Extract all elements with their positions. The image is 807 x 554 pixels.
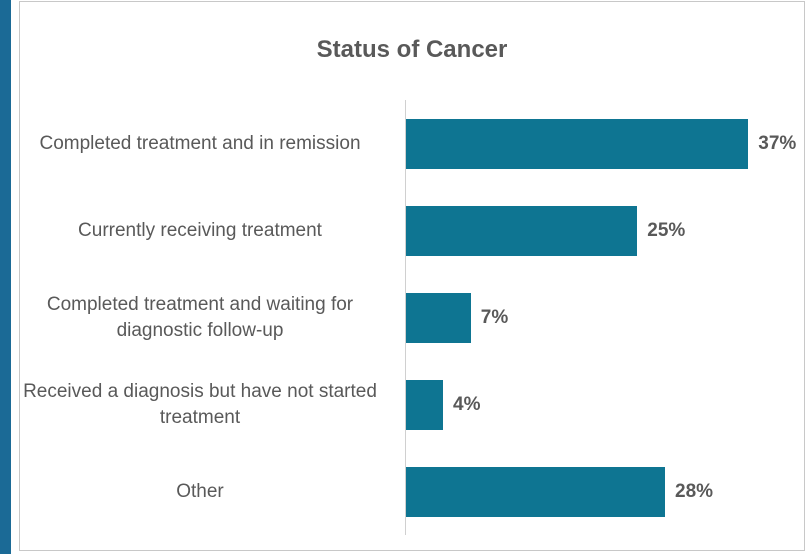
bar [406,118,749,169]
category-label: Completed treatment and in remission [39,132,361,154]
data-label: 7% [480,306,509,328]
bar [406,292,471,343]
data-label: 28% [675,480,714,502]
chart-frame [19,1,805,551]
category-label: Other [176,480,224,502]
bar [406,205,638,256]
data-label: 37% [758,132,797,154]
category-label: Completed treatment and waiting for diag… [46,293,354,341]
category-label: Currently receiving treatment [78,219,322,241]
bar [406,379,443,430]
category-axis [405,100,406,535]
side-strip [0,0,11,554]
bar [406,466,665,517]
chart-title: Status of Cancer [316,36,508,63]
data-label: 25% [647,219,686,241]
data-label: 4% [453,393,481,415]
category-label: Received a diagnosis but have not starte… [23,380,377,428]
